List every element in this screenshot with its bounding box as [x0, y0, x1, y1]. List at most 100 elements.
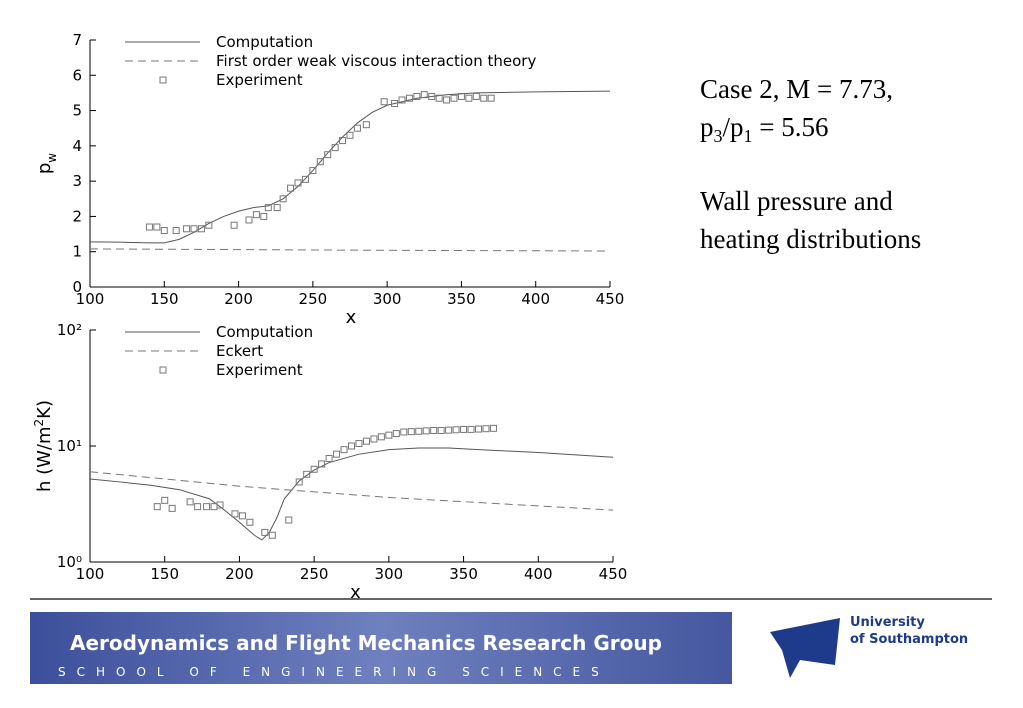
x-tick-label: 450 — [596, 290, 625, 308]
marker — [385, 431, 393, 439]
x-tick-label: 300 — [375, 565, 404, 583]
marker — [273, 204, 281, 212]
marker — [398, 96, 406, 104]
marker — [325, 455, 333, 463]
marker — [362, 437, 370, 445]
marker — [340, 446, 348, 454]
marker — [264, 204, 272, 212]
marker — [153, 503, 161, 511]
marker — [287, 184, 295, 192]
y-tick-label: 10⁰ — [57, 553, 82, 571]
x-tick-label: 450 — [599, 565, 628, 583]
marker — [301, 175, 309, 183]
y-tick-label: 5 — [72, 102, 82, 120]
legend-marker — [159, 366, 167, 374]
logo-mark — [770, 618, 840, 678]
banner — [30, 612, 732, 684]
marker — [205, 221, 213, 229]
y-tick-label: 10² — [57, 321, 82, 339]
marker — [437, 427, 445, 435]
marker — [407, 428, 415, 436]
marker — [324, 151, 332, 159]
marker — [260, 212, 268, 220]
marker — [172, 227, 180, 235]
marker — [203, 503, 211, 511]
x-tick-label: 200 — [224, 290, 253, 308]
marker — [333, 450, 341, 458]
ratio-sub: 1 — [744, 126, 753, 146]
legend-label: Computation — [216, 33, 313, 51]
marker — [295, 478, 303, 486]
x-axis-label: x — [346, 307, 357, 328]
marker — [452, 426, 460, 434]
caption: heating distributions — [700, 224, 921, 254]
x-tick-label: 100 — [76, 565, 105, 583]
marker — [445, 426, 453, 434]
y-tick-label: 7 — [72, 31, 82, 49]
marker — [238, 512, 246, 520]
y-label-part: w — [45, 153, 59, 163]
marker — [413, 92, 421, 100]
x-tick-label: 250 — [300, 565, 329, 583]
marker — [161, 496, 169, 504]
marker — [246, 518, 254, 526]
y-tick-label: 6 — [72, 66, 82, 84]
x-tick-label: 400 — [524, 565, 553, 583]
ratio-sub: 3 — [714, 126, 723, 146]
marker — [405, 94, 413, 102]
marker — [346, 131, 354, 139]
x-tick-label: 250 — [299, 290, 328, 308]
marker — [145, 223, 153, 231]
marker — [194, 503, 202, 511]
marker — [268, 531, 276, 539]
marker — [210, 503, 218, 511]
marker — [197, 225, 205, 233]
marker — [355, 440, 363, 448]
series-line — [89, 447, 614, 541]
marker — [309, 167, 317, 175]
legend-label: Computation — [216, 323, 313, 341]
marker — [310, 465, 318, 473]
y-tick-label: 10¹ — [57, 437, 82, 455]
marker — [294, 179, 302, 187]
ratio-p: p — [700, 112, 714, 142]
legend-label: Experiment — [216, 71, 303, 89]
banner-subtitle: School of Engineering Sciences — [58, 665, 610, 679]
marker — [430, 427, 438, 435]
x-tick-label: 200 — [225, 565, 254, 583]
marker — [303, 470, 311, 478]
marker — [380, 98, 388, 106]
x-axis-label: x — [350, 582, 361, 603]
marker — [422, 427, 430, 435]
marker — [415, 427, 423, 435]
series-line — [89, 248, 611, 252]
marker — [482, 425, 490, 433]
marker — [348, 442, 355, 450]
marker — [153, 223, 161, 231]
marker — [339, 137, 347, 145]
marker — [168, 504, 176, 512]
y-tick-label: 4 — [72, 137, 82, 155]
marker — [377, 433, 385, 441]
marker — [420, 91, 428, 99]
marker — [465, 94, 473, 102]
ratio-p: /p — [723, 112, 744, 142]
marker — [316, 158, 324, 166]
legend-marker — [159, 76, 167, 84]
y-label-part: 2 — [32, 419, 46, 427]
x-tick-label: 150 — [150, 290, 179, 308]
marker — [318, 460, 326, 468]
marker — [216, 501, 224, 509]
legend-label: First order weak viscous interaction the… — [216, 52, 536, 70]
marker — [261, 528, 269, 536]
y-label-part: h (W/m — [34, 426, 55, 492]
ratio-text: p3/p1 = 5.56 — [700, 112, 829, 146]
marker — [428, 92, 436, 100]
y-tick-label: 2 — [72, 207, 82, 225]
x-tick-label: 100 — [76, 290, 105, 308]
marker — [475, 425, 483, 433]
y-tick-label: 0 — [72, 278, 82, 296]
marker — [160, 227, 168, 235]
